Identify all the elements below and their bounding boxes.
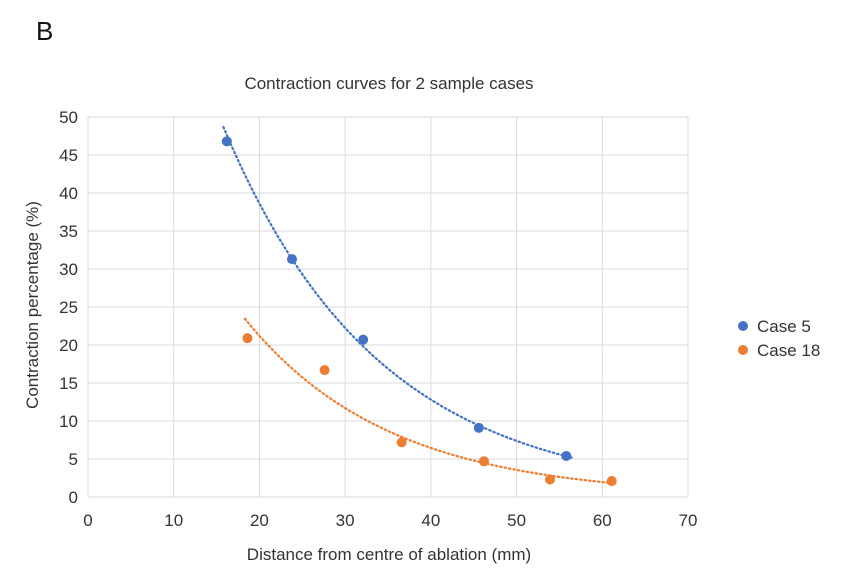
data-point-series-2 xyxy=(242,333,253,344)
legend-label: Case 5 xyxy=(757,317,811,336)
y-tick-label: 35 xyxy=(59,222,78,241)
y-tick-label: 15 xyxy=(59,374,78,393)
data-point-series-1 xyxy=(561,450,572,461)
data-point-series-2 xyxy=(319,365,330,376)
gridlines xyxy=(87,116,689,498)
trendlines xyxy=(222,125,612,485)
x-tick-label: 50 xyxy=(507,511,526,530)
x-tick-label: 30 xyxy=(336,511,355,530)
data-point-series-1 xyxy=(221,136,232,147)
legend: Case 5 Case 18 xyxy=(738,317,820,360)
data-point-series-1 xyxy=(358,334,369,345)
y-tick-label: 50 xyxy=(59,108,78,127)
chart-title: Contraction curves for 2 sample cases xyxy=(244,74,533,93)
legend-marker xyxy=(738,321,748,331)
x-tick-label: 40 xyxy=(421,511,440,530)
legend-marker xyxy=(738,345,748,355)
y-tick-label: 0 xyxy=(69,488,78,507)
trendline-series-1 xyxy=(222,125,574,459)
x-tick-label: 10 xyxy=(164,511,183,530)
data-point-series-2 xyxy=(479,456,489,467)
y-tick-label: 25 xyxy=(59,298,78,317)
y-axis-label: Contraction percentage (%) xyxy=(23,201,42,409)
data-point-series-2 xyxy=(396,437,407,448)
x-tick-label: 70 xyxy=(679,511,698,530)
data-points xyxy=(221,136,617,487)
axes: 0 5 10 15 20 25 30 35 40 45 50 0 10 20 30 40 50 60 70 xyxy=(59,108,697,530)
y-tick-label: 20 xyxy=(59,336,78,355)
x-tick-label: 0 xyxy=(83,511,92,530)
data-point-series-1 xyxy=(473,422,484,433)
y-tick-label: 10 xyxy=(59,412,78,431)
y-tick-label: 45 xyxy=(59,146,78,165)
data-point-series-2 xyxy=(545,474,555,485)
y-tick-label: 30 xyxy=(59,260,78,279)
y-tick-label: 40 xyxy=(59,184,78,203)
data-point-series-1 xyxy=(287,254,297,265)
x-tick-label: 60 xyxy=(593,511,612,530)
legend-label: Case 18 xyxy=(757,341,820,360)
y-tick-label: 5 xyxy=(69,450,78,469)
trendline-series-2 xyxy=(243,317,612,485)
x-tick-label: 20 xyxy=(250,511,269,530)
panel-label: B xyxy=(36,16,54,46)
data-point-series-2 xyxy=(606,476,617,487)
x-axis-label: Distance from centre of ablation (mm) xyxy=(247,545,531,564)
